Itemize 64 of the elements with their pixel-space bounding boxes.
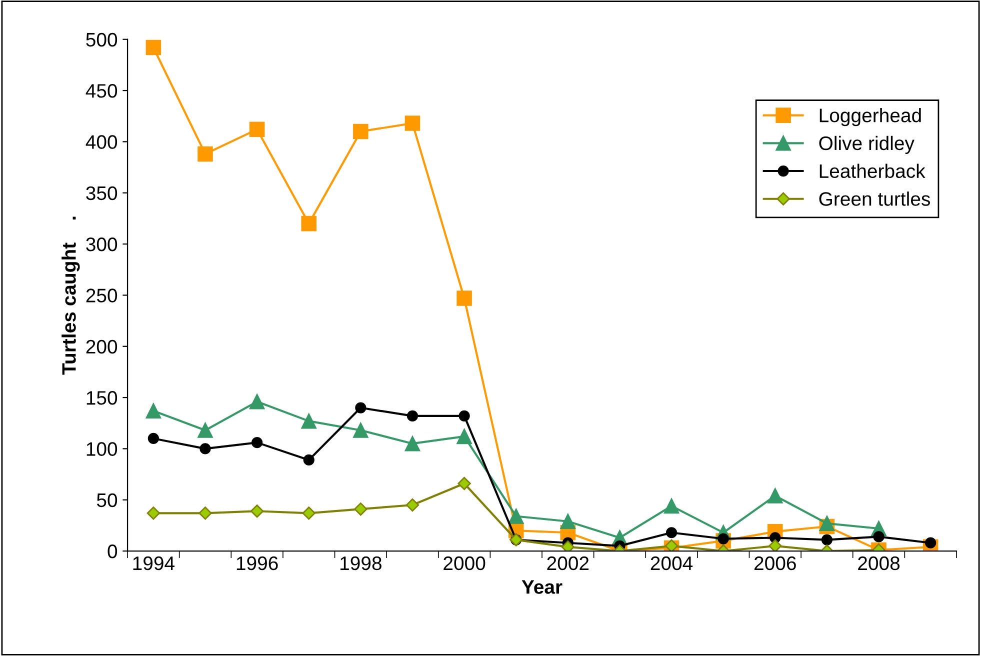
y-tick-label: 250 (86, 288, 118, 302)
point (404, 116, 420, 131)
point (821, 534, 833, 546)
y-tick-label: 0 (108, 544, 118, 558)
point (250, 504, 264, 518)
point (148, 432, 159, 444)
point (458, 476, 471, 490)
x-tick-label: 1996 (236, 556, 278, 570)
point (561, 540, 574, 552)
point (508, 508, 524, 524)
point (198, 506, 212, 520)
y-tick-label: 500 (86, 32, 118, 47)
point (198, 422, 213, 438)
x-axis-title: Year (522, 580, 562, 594)
y-tick-label: 300 (86, 238, 118, 252)
x-tick-label: 2000 (444, 556, 486, 570)
point (768, 539, 782, 552)
point (456, 428, 472, 444)
legend-label: Olive ridley (819, 136, 914, 154)
point (353, 422, 368, 438)
point (200, 443, 211, 454)
y-tick-label: 100 (86, 442, 118, 456)
x-tick-label: 2004 (650, 556, 693, 570)
point (404, 436, 420, 452)
point (456, 290, 472, 306)
legend-label: Loggerhead (820, 108, 921, 126)
y-axis-title: Turtles caught . (62, 216, 80, 375)
point (303, 454, 314, 466)
y-tick-label: 450 (86, 84, 118, 98)
x-tick-label: 2006 (754, 556, 796, 570)
legend-label: Green turtles (819, 192, 930, 206)
point (406, 410, 418, 422)
point (251, 437, 263, 448)
x-tick-label: 2008 (858, 556, 900, 570)
point (249, 394, 265, 410)
point (146, 40, 162, 56)
point (406, 498, 420, 512)
point (560, 514, 576, 529)
point (249, 122, 265, 138)
y-tick-label: 350 (86, 186, 118, 200)
point (354, 502, 368, 516)
point (198, 146, 213, 162)
legend-label: Leatherback (820, 164, 926, 178)
point (925, 537, 936, 548)
point (458, 410, 470, 422)
point (355, 402, 366, 414)
point (146, 506, 160, 520)
point (302, 506, 316, 520)
x-tick-label: 2002 (547, 556, 589, 570)
point (146, 403, 162, 418)
point (353, 124, 368, 140)
y-tick-label: 400 (86, 135, 118, 149)
y-tick-label: 200 (86, 340, 118, 354)
x-tick-label: 1994 (133, 556, 174, 570)
point (819, 516, 835, 532)
x-tick-label: 1998 (340, 556, 382, 570)
y-tick-label: 150 (86, 391, 118, 405)
point (873, 531, 884, 542)
point (301, 216, 316, 232)
point (301, 413, 316, 429)
y-tick-label: 50 (96, 493, 118, 508)
point (664, 498, 680, 514)
point (768, 488, 783, 504)
point (666, 527, 678, 538)
